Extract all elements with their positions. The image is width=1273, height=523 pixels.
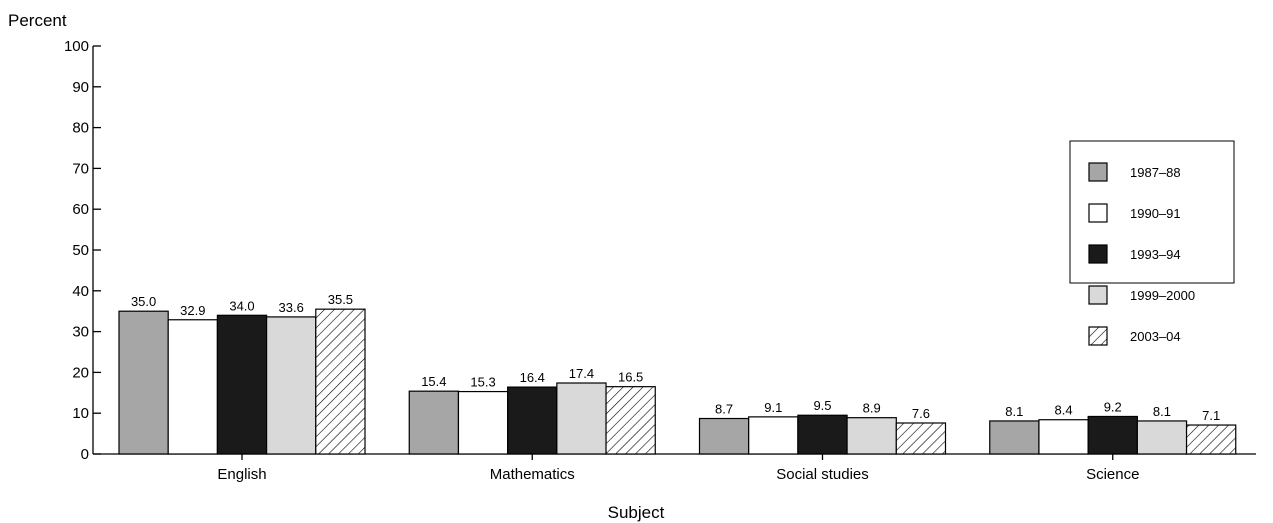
legend-swatch xyxy=(1088,326,1108,346)
bar-1-3 xyxy=(216,314,268,455)
data-label: 9.1 xyxy=(764,400,782,415)
bar-3-2 xyxy=(748,416,799,455)
bar-4-5 xyxy=(1185,424,1237,455)
y-axis-title: Percent xyxy=(8,11,67,30)
data-label: 35.0 xyxy=(131,294,156,309)
data-label: 8.1 xyxy=(1005,404,1023,419)
bar-2-2 xyxy=(457,390,509,455)
data-label: 15.4 xyxy=(421,374,446,389)
y-tick-label: 50 xyxy=(72,242,89,259)
y-tick-label: 60 xyxy=(72,201,89,218)
legend-swatch xyxy=(1088,162,1108,182)
data-label: 32.9 xyxy=(180,303,205,318)
x-tick-label: Mathematics xyxy=(490,466,575,483)
legend-swatch xyxy=(1088,244,1108,264)
bar-1-2 xyxy=(167,319,218,455)
data-label: 8.1 xyxy=(1153,404,1171,419)
data-labels: 35.0 32.9 34.0 33.6 35.5 15.4 15.3 16.4 17.4 16.5… xyxy=(131,292,1220,423)
bar-3-1 xyxy=(698,417,750,455)
bar-3-5 xyxy=(895,422,947,455)
bar-3-4 xyxy=(846,417,897,455)
bar-2-1 xyxy=(408,390,460,455)
data-label: 7.1 xyxy=(1202,408,1220,423)
legend-label: 1987–88 xyxy=(1130,165,1181,180)
legend-label: 2003–04 xyxy=(1130,329,1181,344)
y-tick-label: 40 xyxy=(72,283,89,300)
bar-4-1 xyxy=(989,420,1040,455)
legend-swatch xyxy=(1088,203,1108,223)
x-tick-label: English xyxy=(217,466,266,483)
bar-1-5 xyxy=(315,308,366,455)
bar-4-2 xyxy=(1038,419,1089,455)
data-label: 33.6 xyxy=(279,300,304,315)
data-label: 16.5 xyxy=(618,370,643,385)
bar-4-3 xyxy=(1087,415,1138,455)
data-label: 8.9 xyxy=(863,401,881,416)
data-label: 9.5 xyxy=(813,398,831,413)
y-tick-label: 80 xyxy=(72,120,89,137)
legend-label: 1990–91 xyxy=(1130,206,1181,221)
bar-4-4 xyxy=(1136,420,1188,455)
y-tick-label: 20 xyxy=(72,364,89,381)
x-axis: English Mathematics Social studies Science xyxy=(93,453,1256,483)
data-label: 16.4 xyxy=(520,370,545,385)
bar-2-4 xyxy=(556,382,607,455)
legend-swatch xyxy=(1088,285,1108,305)
bars xyxy=(118,308,1237,455)
legend: 1987–88 1990–91 1993–94 1999–2000 2003–04 xyxy=(1069,140,1235,346)
data-label: 34.0 xyxy=(229,298,254,313)
data-label: 8.4 xyxy=(1055,403,1073,418)
y-tick-label: 70 xyxy=(72,160,89,177)
bar-2-5 xyxy=(605,386,656,455)
data-label: 8.7 xyxy=(715,402,733,417)
x-axis-title: Subject xyxy=(608,503,665,522)
y-tick-label: 90 xyxy=(72,79,89,96)
data-label: 9.2 xyxy=(1104,399,1122,414)
y-axis: 0 10 20 30 40 50 60 70 80 90 100 xyxy=(64,38,101,463)
legend-label: 1993–94 xyxy=(1130,247,1181,262)
bar-1-4 xyxy=(266,316,317,455)
bar-3-3 xyxy=(797,414,848,455)
y-tick-label: 10 xyxy=(72,405,89,422)
data-label: 7.6 xyxy=(912,406,930,421)
bar-2-3 xyxy=(507,386,558,455)
data-label: 35.5 xyxy=(328,292,353,307)
data-label: 15.3 xyxy=(470,375,495,390)
legend-label: 1999–2000 xyxy=(1130,288,1195,303)
y-tick-label: 30 xyxy=(72,324,89,341)
bar-1-1 xyxy=(118,310,169,455)
y-tick-label: 100 xyxy=(64,38,89,55)
data-label: 17.4 xyxy=(569,366,594,381)
y-tick-label: 0 xyxy=(81,446,89,463)
x-tick-label: Science xyxy=(1086,466,1139,483)
x-tick-label: Social studies xyxy=(776,466,869,483)
